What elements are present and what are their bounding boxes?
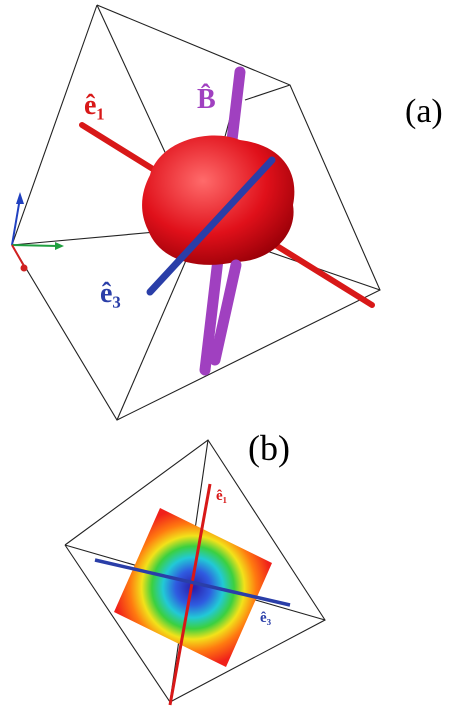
annotation: ê₃	[260, 610, 272, 626]
heatmap	[114, 508, 272, 667]
figure: (a) ê₁ B̂ ê₃ (b) ê₁ ê₃	[0, 0, 457, 715]
red-surface	[142, 135, 294, 264]
annotation: B̂	[197, 84, 216, 115]
annotation: ê₃	[100, 278, 121, 309]
annotation: ê₁	[216, 488, 227, 504]
panel-label: (a)	[405, 93, 443, 130]
annotation: ê₁	[84, 90, 105, 121]
axes-triad	[12, 192, 64, 272]
panel-label: (b)	[248, 428, 290, 468]
